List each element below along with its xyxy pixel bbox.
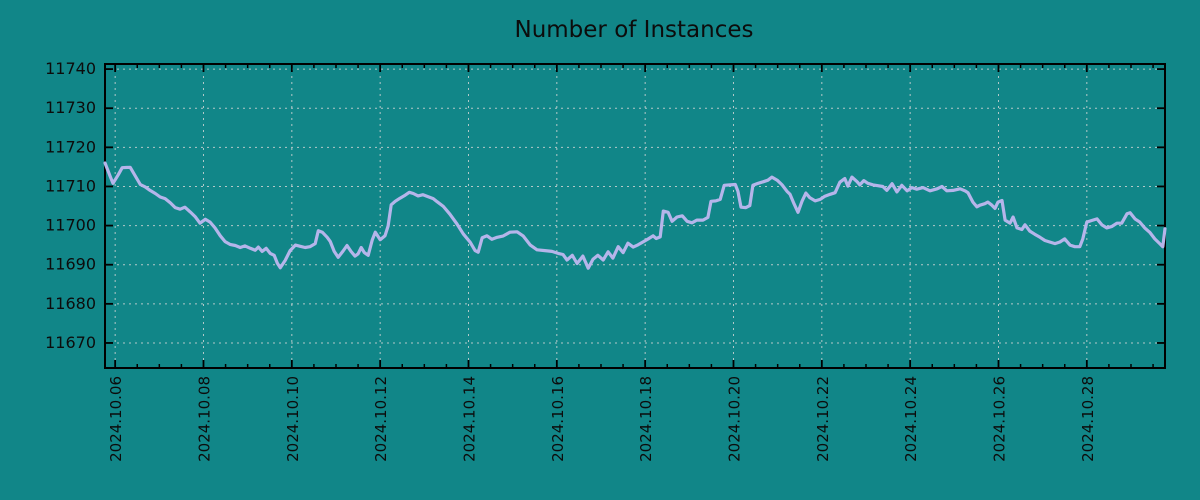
x-tick-label: 2024.10.10 [284,376,302,462]
chart-title: Number of Instances [515,17,754,43]
x-tick-label: 2024.10.28 [1079,376,1097,462]
x-tick-label: 2024.10.22 [814,376,832,462]
grid-layer [105,64,1165,368]
axis-layer [104,63,1166,369]
y-tick-label: 11690 [45,255,96,274]
y-tick-label: 11730 [45,98,96,117]
series-layer [103,161,1167,270]
x-tick-label: 2024.10.24 [902,376,920,462]
y-tick-label: 11700 [45,216,96,235]
y-tick-label: 11670 [45,333,96,352]
y-tick-label: 11680 [45,294,96,313]
x-tick-label: 2024.10.06 [107,376,125,462]
y-tick-label: 11720 [45,137,96,156]
x-tick-label: 2024.10.20 [725,376,743,462]
y-tick-label: 11740 [45,59,96,78]
plot-border [104,63,1166,369]
x-tick-label: 2024.10.16 [549,376,567,462]
x-tick-label: 2024.10.26 [990,376,1008,462]
x-tick-label: 2024.10.12 [372,376,390,462]
tick-label-layer: 2024.10.06 2024.10.08 2024.10.10 2024.10.12… [45,59,1097,462]
data-series-line [103,161,1167,270]
x-tick-label: 2024.10.18 [637,376,655,462]
y-tick-label: 11710 [45,176,96,195]
x-tick-label: 2024.10.14 [460,376,478,462]
x-tick-label: 2024.10.08 [195,376,213,462]
